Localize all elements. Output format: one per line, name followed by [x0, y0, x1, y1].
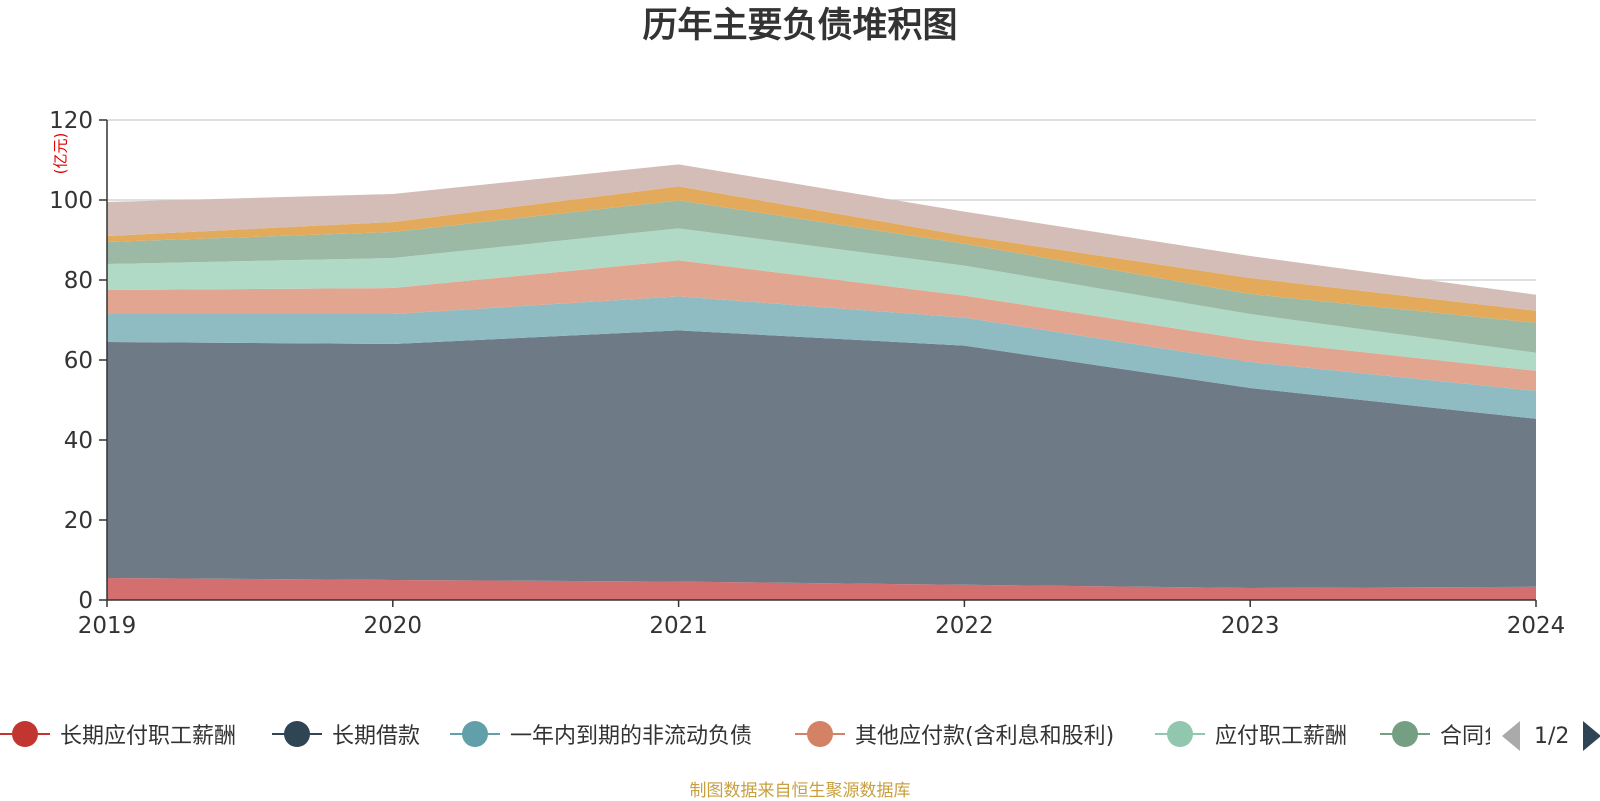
- axes: 0 20 40 60 80 100 120 2019 2020 2021 2022 2023 2024: [49, 108, 1565, 639]
- x-tick-label: 2022: [935, 613, 994, 639]
- stacked-area-chart: 0 20 40 60 80 100 120 2019 2020 2021 2022 2023 2024: [49, 108, 1565, 639]
- legend-pager: 1/2: [1500, 718, 1600, 754]
- y-tick-label: 120: [49, 108, 93, 134]
- area-series-2: [107, 296, 1536, 419]
- y-tick-label: 100: [49, 188, 93, 214]
- legend-label: 一年内到期的非流动负债: [510, 724, 753, 749]
- x-tick-label: 2024: [1507, 613, 1566, 639]
- area-series: [107, 164, 1536, 600]
- legend-item[interactable]: 长期借款: [272, 713, 420, 755]
- legend-marker-icon: [795, 713, 845, 755]
- x-tick-label: 2021: [649, 613, 708, 639]
- area-series-4: [107, 228, 1536, 371]
- area-series-7: [107, 164, 1536, 311]
- legend-label: 其他应付款(含利息和股利): [855, 724, 1115, 749]
- y-tick-label: 80: [64, 268, 93, 294]
- legend-item[interactable]: 长期应付职工薪酬: [0, 713, 236, 755]
- legend-label: 长期借款: [332, 724, 421, 749]
- area-series-1: [107, 330, 1536, 588]
- legend: 长期应付职工薪酬 长期借款 一年内到期的非流动负债 其他应付款(含利息和股利) 应付职工…: [0, 713, 1490, 755]
- legend-label: 合同负债: [1440, 724, 1490, 749]
- x-tick-label: 2020: [364, 613, 423, 639]
- legend-item[interactable]: 合同负债: [1380, 713, 1490, 755]
- legend-next-page-button[interactable]: [1583, 721, 1600, 751]
- legend-marker-icon: [450, 713, 500, 755]
- legend-prev-page-button[interactable]: [1502, 721, 1520, 751]
- legend-marker-icon: [1155, 713, 1205, 755]
- legend-item[interactable]: 应付职工薪酬: [1155, 713, 1347, 755]
- area-series-0: [107, 578, 1536, 600]
- y-tick-label: 60: [64, 348, 93, 374]
- area-series-3: [107, 260, 1536, 391]
- legend-item[interactable]: 其他应付款(含利息和股利): [795, 713, 1114, 755]
- y-tick-label: 0: [78, 588, 93, 614]
- legend-marker-icon: [272, 713, 322, 755]
- y-tick-label: 40: [64, 428, 93, 454]
- y-axis-unit-label: (亿元): [51, 132, 70, 175]
- x-tick-label: 2023: [1221, 613, 1280, 639]
- y-tick-label: 20: [64, 508, 93, 534]
- chart-title: 历年主要负债堆积图: [642, 6, 958, 46]
- x-tick-label: 2019: [78, 613, 137, 639]
- legend-marker-icon: [1380, 713, 1430, 755]
- legend-page-indicator: 1/2: [1534, 723, 1570, 749]
- area-series-5: [107, 200, 1536, 353]
- legend-label: 应付职工薪酬: [1215, 724, 1348, 749]
- data-source-note: 制图数据来自恒生聚源数据库: [689, 781, 911, 801]
- legend-marker-icon: [0, 713, 50, 755]
- legend-item[interactable]: 一年内到期的非流动负债: [450, 713, 752, 755]
- legend-label: 长期应付职工薪酬: [60, 724, 237, 749]
- area-series-6: [107, 186, 1536, 323]
